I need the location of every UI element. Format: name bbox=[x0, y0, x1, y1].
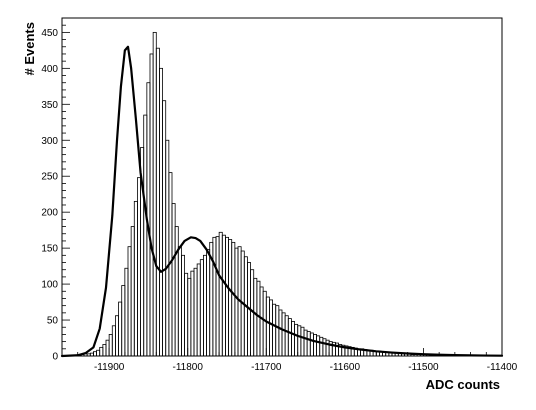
histogram-bin bbox=[171, 203, 176, 357]
histogram-bin bbox=[111, 325, 116, 357]
histogram-bin bbox=[265, 296, 270, 357]
histogram-bin bbox=[93, 351, 97, 357]
histogram-bin bbox=[193, 267, 198, 357]
histogram-bin bbox=[269, 299, 273, 357]
histogram-bin bbox=[275, 305, 280, 357]
y-axis: 0 50 100 150 200 250 300 350 400 450 bbox=[41, 17, 70, 363]
histogram-bin bbox=[105, 339, 110, 357]
histogram-bin bbox=[309, 332, 314, 357]
histogram-bin bbox=[121, 285, 126, 357]
histogram-bin bbox=[181, 254, 185, 357]
histogram-bin bbox=[306, 331, 311, 357]
fit-curve bbox=[60, 45, 504, 358]
histogram-bin bbox=[262, 290, 267, 357]
histogram-bin bbox=[155, 47, 160, 357]
histogram-bin bbox=[291, 321, 295, 357]
histogram-bin bbox=[259, 286, 264, 357]
y-tick-label: 300 bbox=[41, 136, 58, 147]
histogram-bin bbox=[152, 31, 157, 357]
histogram-bin bbox=[322, 338, 327, 357]
y-tick-label: 50 bbox=[47, 316, 59, 327]
y-tick-label: 100 bbox=[41, 280, 58, 291]
histogram-bin bbox=[86, 353, 91, 357]
histogram-bin bbox=[225, 236, 229, 357]
x-tick-label: -11400 bbox=[487, 362, 518, 373]
histogram-bin bbox=[108, 334, 113, 357]
histogram-bin bbox=[159, 67, 163, 357]
histogram-bin bbox=[96, 349, 101, 357]
histogram-bin bbox=[303, 329, 308, 357]
histogram-bin bbox=[272, 303, 277, 357]
histogram-bin bbox=[162, 100, 167, 357]
histogram-bin bbox=[199, 259, 204, 357]
y-tick-label: 450 bbox=[41, 28, 58, 39]
histogram-bin bbox=[300, 326, 305, 357]
histogram-bin bbox=[149, 53, 154, 357]
histogram-bin bbox=[221, 234, 226, 357]
x-tick-label: -11500 bbox=[408, 362, 439, 373]
y-tick-label: 150 bbox=[41, 244, 58, 255]
histogram-bin bbox=[228, 239, 233, 357]
histogram-bin bbox=[284, 315, 289, 357]
histogram-bin bbox=[190, 270, 195, 357]
histogram-bin bbox=[212, 236, 217, 357]
y-axis-title: # Events bbox=[22, 22, 37, 75]
x-axis-title: ADC counts bbox=[426, 377, 500, 392]
histogram-bin bbox=[203, 254, 207, 357]
histogram-bin bbox=[281, 312, 286, 357]
histogram-bin bbox=[177, 246, 182, 357]
histogram-bin bbox=[278, 309, 283, 357]
histogram-bin bbox=[115, 315, 119, 357]
x-tick-label: -11800 bbox=[173, 362, 204, 373]
histogram-bin bbox=[99, 346, 104, 357]
x-tick-label: -11900 bbox=[94, 362, 125, 373]
histogram-bin bbox=[184, 272, 189, 357]
y-tick-label: 400 bbox=[41, 64, 58, 75]
histogram-bin bbox=[165, 139, 170, 357]
histogram-bin bbox=[143, 114, 148, 357]
histogram-bin bbox=[133, 200, 138, 357]
histogram-bin bbox=[130, 226, 135, 357]
histogram-bin bbox=[325, 339, 330, 357]
histogram-bin bbox=[118, 301, 123, 357]
histogram-bin bbox=[256, 280, 261, 357]
x-tick-label: -11600 bbox=[330, 362, 361, 373]
histogram-bin bbox=[313, 334, 317, 357]
histogram-bin bbox=[253, 277, 258, 357]
histogram-bin bbox=[196, 263, 201, 357]
histogram-bin bbox=[294, 323, 299, 357]
histogram-bin bbox=[287, 318, 292, 357]
histogram-bin bbox=[316, 335, 321, 357]
histogram-bin bbox=[174, 226, 179, 357]
histogram-bin bbox=[124, 267, 129, 357]
histogram-bin bbox=[187, 277, 192, 357]
histogram-bin bbox=[215, 236, 220, 357]
y-tick-label: 0 bbox=[52, 352, 58, 363]
x-tick-label: -11700 bbox=[251, 362, 282, 373]
y-tick-label: 200 bbox=[41, 208, 58, 219]
histogram-bin bbox=[218, 231, 223, 357]
fit-layer bbox=[60, 45, 504, 358]
histogram-layer bbox=[71, 31, 478, 357]
histogram-bin bbox=[102, 344, 107, 357]
histogram-bin bbox=[231, 241, 236, 357]
histogram-bin bbox=[297, 325, 302, 357]
y-tick-label: 250 bbox=[41, 172, 58, 183]
histogram-bin bbox=[137, 177, 141, 357]
histogram-bin bbox=[206, 249, 211, 357]
histogram-bin bbox=[319, 336, 324, 357]
y-tick-label: 350 bbox=[41, 100, 58, 111]
x-axis: -11900 -11800 -11700 -11600 -11500 -11400 bbox=[61, 348, 518, 373]
histogram-bin bbox=[127, 246, 132, 357]
histogram-bin bbox=[234, 247, 239, 357]
